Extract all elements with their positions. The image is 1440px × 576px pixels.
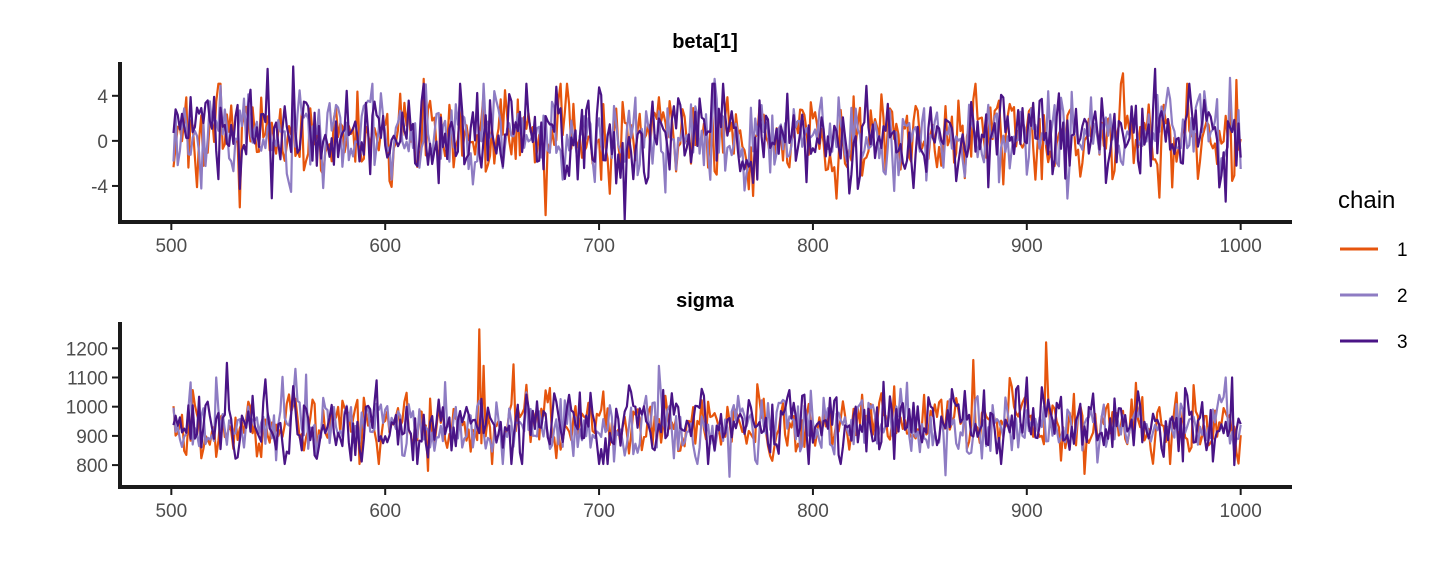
legend-item-1: 1: [1340, 240, 1408, 261]
y-tick-label: 1200: [66, 339, 108, 360]
y-tick-label: 4: [97, 87, 108, 108]
y-tick-label: 1000: [66, 398, 108, 419]
legend-title: chain: [1338, 187, 1395, 214]
axes-beta-1: 500 600 700 800 900 1000 -4 0 4: [91, 62, 1292, 257]
series-layer-beta-1: [172, 65, 1242, 221]
x-tick-label: 1000: [1220, 236, 1262, 257]
series-line-chain-3: [172, 65, 1242, 221]
x-tick-label: 700: [583, 501, 615, 522]
x-tick-label: 800: [797, 501, 829, 522]
x-tick-label: 700: [583, 236, 615, 257]
y-tick-label: 900: [76, 427, 108, 448]
series-line-chain-3: [172, 361, 1242, 467]
x-tick-label: 900: [1011, 501, 1043, 522]
x-tick-label: 500: [155, 236, 187, 257]
legend-item-3: 3: [1340, 332, 1408, 353]
panel-title-beta-1: beta[1]: [672, 31, 738, 53]
legend-label-3: 3: [1397, 332, 1408, 353]
x-tick-label: 600: [369, 501, 401, 522]
x-tick-label: 600: [369, 236, 401, 257]
x-tick-label: 800: [797, 236, 829, 257]
legend-item-2: 2: [1340, 286, 1408, 307]
series-layer-sigma: [172, 328, 1242, 478]
y-tick-label: -4: [91, 177, 108, 198]
x-tick-label: 900: [1011, 236, 1043, 257]
legend: chain 1 2 3: [1338, 187, 1408, 353]
legend-label-1: 1: [1397, 240, 1408, 261]
panel-beta-1: beta[1] 500 600 700 800 900 1000 -4 0 4: [91, 31, 1292, 257]
panel-title-sigma: sigma: [676, 290, 735, 312]
legend-label-2: 2: [1397, 286, 1408, 307]
y-tick-label: 1100: [67, 368, 108, 389]
x-tick-label: 1000: [1220, 501, 1262, 522]
y-tick-label: 0: [97, 132, 108, 153]
axis-lines: [118, 322, 1292, 489]
y-tick-label: 800: [76, 456, 108, 477]
x-tick-label: 500: [155, 501, 187, 522]
axes-sigma: 500 600 700 800 900 1000 800 900 1000 1100 1200: [66, 322, 1292, 522]
axis-lines: [118, 62, 1292, 224]
panel-sigma: sigma 500 600 700 800 900 1000 800 900 1000 1100 1…: [66, 290, 1292, 522]
